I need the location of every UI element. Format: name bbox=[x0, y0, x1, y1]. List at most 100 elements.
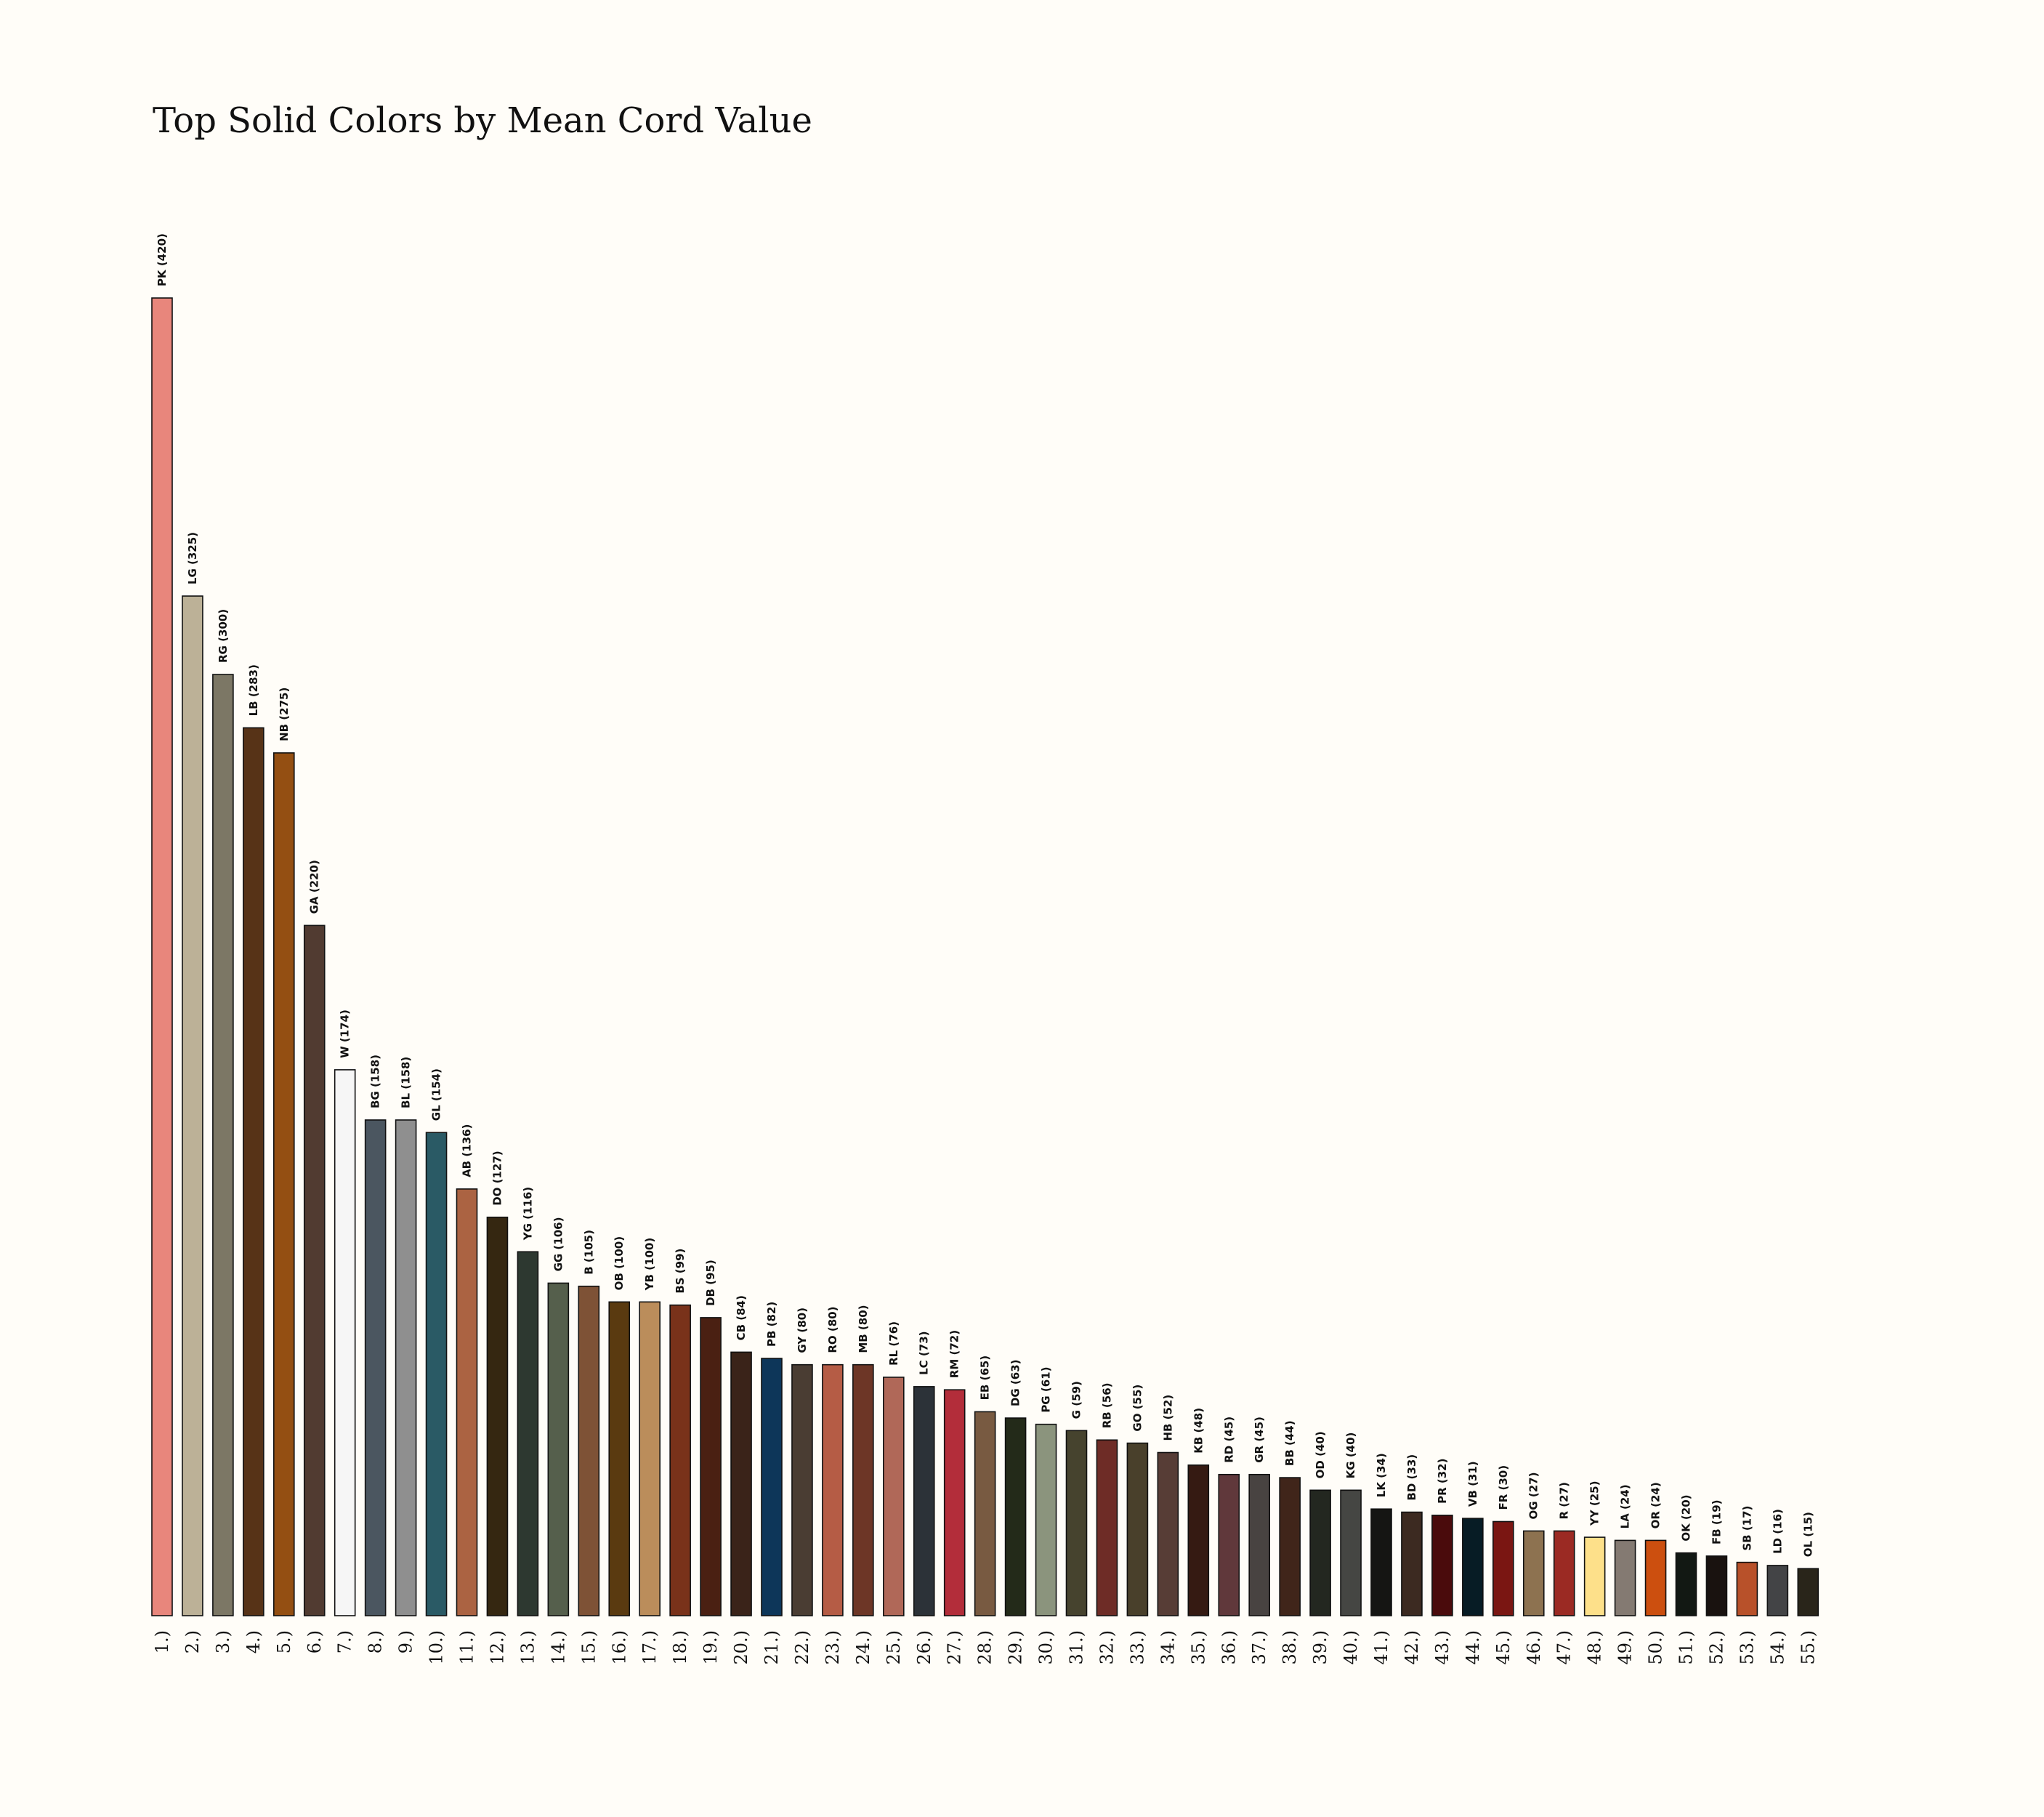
bar-value-label: CB (84) bbox=[735, 1295, 748, 1340]
bar bbox=[822, 1363, 844, 1616]
bar-value-label: LC (73) bbox=[918, 1331, 931, 1375]
x-tick-label: 38.) bbox=[1280, 1630, 1300, 1665]
bar-value-label: PR (32) bbox=[1436, 1459, 1449, 1504]
bar-value-label: BG (158) bbox=[369, 1055, 382, 1108]
x-tick-label: 39.) bbox=[1310, 1630, 1330, 1665]
chart-title: Top Solid Colors by Mean Cord Value bbox=[153, 100, 812, 141]
bar-value-label: PK (420) bbox=[155, 233, 169, 286]
bar-value-label: GG (106) bbox=[552, 1217, 565, 1272]
bar-value-label: RO (80) bbox=[826, 1307, 839, 1353]
bar-value-label: EB (65) bbox=[979, 1355, 992, 1401]
bar bbox=[1492, 1520, 1514, 1616]
bar-value-label: FB (19) bbox=[1710, 1499, 1723, 1544]
bar bbox=[639, 1301, 661, 1616]
bar-value-label: GY (80) bbox=[796, 1308, 809, 1353]
bar bbox=[456, 1188, 478, 1616]
bar bbox=[578, 1285, 600, 1616]
bar-value-label: DG (63) bbox=[1009, 1359, 1022, 1406]
bar-value-label: PB (82) bbox=[765, 1302, 778, 1347]
x-tick-label: 23.) bbox=[823, 1630, 843, 1665]
x-tick-label: 20.) bbox=[731, 1630, 751, 1665]
bar bbox=[761, 1358, 783, 1616]
bar bbox=[425, 1132, 448, 1616]
bar bbox=[1462, 1518, 1484, 1616]
bar-value-label: OB (100) bbox=[613, 1236, 626, 1290]
x-tick-label: 9.) bbox=[396, 1630, 416, 1653]
bar-value-label: RD (45) bbox=[1222, 1417, 1235, 1463]
x-tick-label: 54.) bbox=[1767, 1630, 1788, 1665]
x-tick-label: 1.) bbox=[152, 1630, 172, 1653]
bar-value-label: KG (40) bbox=[1344, 1433, 1357, 1479]
bar-value-label: BL (158) bbox=[400, 1057, 413, 1108]
x-tick-label: 32.) bbox=[1096, 1630, 1117, 1665]
bar bbox=[364, 1119, 387, 1616]
bar bbox=[1187, 1465, 1210, 1616]
bar-value-label: YG (116) bbox=[521, 1187, 534, 1241]
bar-value-label: LK (34) bbox=[1375, 1453, 1388, 1497]
bar-value-label: OK (20) bbox=[1680, 1494, 1693, 1541]
x-tick-label: 3.) bbox=[213, 1630, 233, 1653]
bar bbox=[1797, 1568, 1819, 1616]
bar bbox=[243, 727, 264, 1616]
bar-value-label: RL (76) bbox=[887, 1321, 900, 1366]
bar bbox=[486, 1216, 509, 1616]
bars-group bbox=[151, 297, 1819, 1616]
x-tick-label: 49.) bbox=[1615, 1630, 1636, 1665]
bar bbox=[1766, 1565, 1789, 1616]
x-tick-label: 34.) bbox=[1158, 1630, 1178, 1665]
bar bbox=[1157, 1451, 1179, 1616]
bar-labels-group: PK (420) LG (325) RG (300) LB (283) NB (275)… bbox=[155, 233, 1814, 1557]
bar bbox=[1035, 1423, 1057, 1616]
x-tick-label: 48.) bbox=[1585, 1630, 1605, 1665]
x-tick-label: 7.) bbox=[335, 1630, 355, 1653]
x-tick-label: 21.) bbox=[762, 1630, 782, 1665]
bar bbox=[1614, 1539, 1636, 1616]
bar-value-label: MB (80) bbox=[857, 1305, 870, 1353]
x-tick-label: 27.) bbox=[945, 1630, 965, 1665]
bar bbox=[1644, 1539, 1667, 1616]
x-tick-label: 37.) bbox=[1249, 1630, 1269, 1665]
bar bbox=[1309, 1489, 1331, 1616]
bar bbox=[1553, 1530, 1575, 1616]
bar-value-label: LB (283) bbox=[247, 664, 260, 716]
bar bbox=[212, 674, 234, 1616]
x-tick-label: 33.) bbox=[1127, 1630, 1147, 1665]
bar-value-label: B (105) bbox=[582, 1230, 595, 1275]
bar bbox=[1401, 1511, 1423, 1616]
x-tick-label: 2.) bbox=[182, 1630, 203, 1653]
bar-value-label: BS (99) bbox=[674, 1249, 687, 1294]
x-tick-label: 35.) bbox=[1188, 1630, 1208, 1665]
bar bbox=[791, 1363, 813, 1616]
bar-value-label: OL (15) bbox=[1801, 1512, 1814, 1557]
bar-value-label: GR (45) bbox=[1253, 1417, 1266, 1463]
x-tick-label: 22.) bbox=[792, 1630, 812, 1665]
x-tick-label: 40.) bbox=[1341, 1630, 1361, 1665]
bar bbox=[852, 1363, 874, 1616]
x-tick-label: 10.) bbox=[427, 1630, 447, 1665]
x-tick-label: 4.) bbox=[243, 1630, 264, 1653]
bar bbox=[1126, 1442, 1149, 1616]
bar bbox=[1431, 1515, 1453, 1616]
bar-value-label: GO (55) bbox=[1131, 1385, 1144, 1432]
x-tick-label: 41.) bbox=[1371, 1630, 1391, 1665]
x-tick-label: 30.) bbox=[1036, 1630, 1057, 1665]
bar bbox=[1583, 1536, 1606, 1616]
x-tick-label: 14.) bbox=[548, 1630, 568, 1665]
x-tick-label: 29.) bbox=[1006, 1630, 1026, 1665]
x-tick-label: 26.) bbox=[914, 1630, 934, 1665]
bar bbox=[1065, 1430, 1088, 1616]
bar-value-label: KB (48) bbox=[1192, 1408, 1205, 1454]
bar bbox=[1675, 1552, 1697, 1616]
bar-value-label: G (59) bbox=[1070, 1381, 1083, 1419]
bar-value-label: LA (24) bbox=[1619, 1484, 1632, 1528]
bar-value-label: OR (24) bbox=[1649, 1482, 1663, 1528]
bar-value-label: GA (220) bbox=[308, 860, 321, 914]
bar-value-label: RG (300) bbox=[217, 609, 230, 663]
bar bbox=[974, 1411, 996, 1616]
bar-value-label: GL (154) bbox=[430, 1068, 443, 1121]
bar bbox=[272, 752, 295, 1616]
bar-value-label: DO (127) bbox=[490, 1151, 504, 1205]
bar bbox=[1096, 1439, 1118, 1616]
x-tick-label: 18.) bbox=[670, 1630, 690, 1665]
